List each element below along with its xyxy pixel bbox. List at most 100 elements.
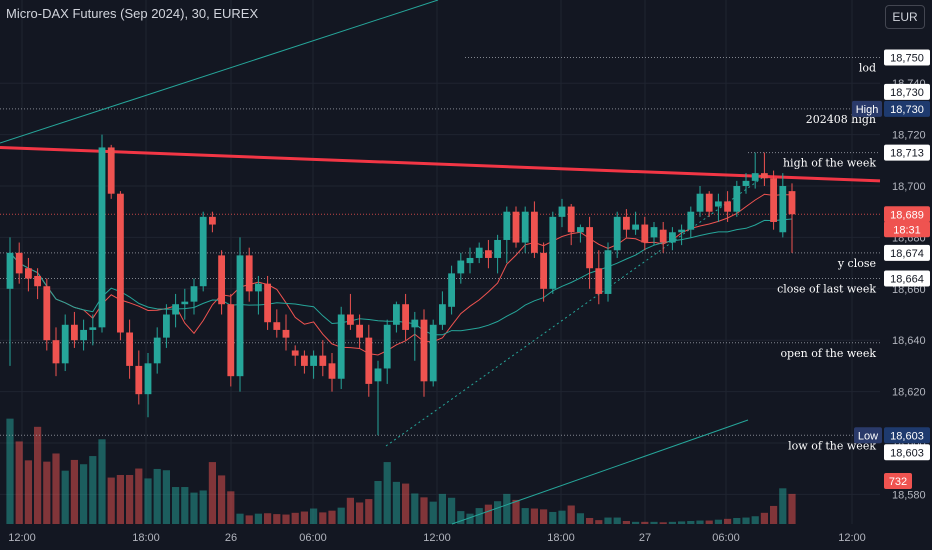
volume-bar bbox=[300, 511, 308, 524]
volume-bar bbox=[760, 512, 768, 524]
time-tick-label: 06:00 bbox=[712, 532, 740, 544]
volume-bar bbox=[172, 487, 180, 524]
candle-body bbox=[466, 257, 474, 264]
volume-bar bbox=[622, 520, 630, 524]
candle-body bbox=[770, 178, 777, 222]
candle bbox=[475, 242, 483, 264]
high-tag-bg bbox=[852, 100, 882, 117]
candle bbox=[6, 237, 14, 366]
volume-bar bbox=[696, 520, 704, 524]
candle bbox=[172, 293, 179, 328]
candle bbox=[227, 293, 235, 387]
candle-body bbox=[788, 191, 796, 215]
level-price-badge-bg bbox=[884, 144, 930, 161]
candle-body bbox=[613, 216, 621, 251]
last-price-badge: 18,689 bbox=[890, 209, 924, 221]
candle bbox=[613, 211, 621, 258]
level-label: open of the week bbox=[780, 347, 876, 360]
candle-body bbox=[172, 304, 179, 315]
candle bbox=[549, 211, 557, 294]
volume-bar bbox=[116, 474, 124, 524]
candle bbox=[687, 206, 695, 238]
volume-bar bbox=[512, 499, 520, 524]
candle bbox=[301, 350, 308, 374]
candle bbox=[678, 224, 685, 246]
volume-bars bbox=[6, 418, 796, 524]
candle bbox=[632, 211, 639, 235]
candle bbox=[347, 293, 354, 330]
volume-bar bbox=[126, 474, 134, 524]
volume-last-badge-bg bbox=[884, 473, 912, 489]
time-tick-label: 27 bbox=[639, 532, 651, 544]
candle bbox=[34, 268, 41, 300]
candle-body bbox=[411, 319, 419, 328]
candle-body bbox=[705, 193, 713, 212]
volume-bar bbox=[779, 488, 787, 524]
candle-body bbox=[291, 350, 299, 356]
ma-fast-line bbox=[9, 193, 793, 356]
volume-bar bbox=[34, 426, 42, 524]
candle bbox=[724, 191, 731, 222]
candle bbox=[245, 247, 253, 302]
candle bbox=[466, 247, 474, 274]
candle-body bbox=[448, 273, 455, 307]
candle-body bbox=[227, 304, 235, 377]
level-label: low of the week bbox=[788, 439, 876, 452]
volume-bar bbox=[632, 521, 640, 524]
volume-bar bbox=[705, 520, 713, 524]
candle-body bbox=[34, 275, 41, 287]
volume-bar bbox=[613, 517, 621, 524]
volume-bar bbox=[540, 509, 548, 524]
volume-bar bbox=[273, 514, 281, 524]
volume-bar bbox=[668, 521, 676, 524]
candle bbox=[531, 201, 538, 258]
volume-bar bbox=[310, 508, 318, 524]
volume-bar bbox=[383, 462, 391, 524]
low-tag-bg bbox=[854, 427, 882, 444]
time-tick-label: 18:00 bbox=[132, 532, 160, 544]
trend-lines bbox=[0, 0, 881, 525]
candle-body bbox=[52, 340, 60, 364]
candle bbox=[604, 242, 612, 302]
candle-body bbox=[549, 216, 557, 289]
volume-bar bbox=[98, 439, 106, 524]
candle bbox=[439, 291, 446, 330]
currency-button[interactable]: EUR bbox=[885, 5, 925, 29]
candle bbox=[98, 134, 106, 333]
volume-bar bbox=[576, 513, 584, 524]
candle bbox=[705, 191, 713, 217]
volume-bar bbox=[6, 418, 14, 524]
lower-green-trendline bbox=[451, 419, 749, 525]
candle bbox=[696, 186, 704, 217]
candle-body bbox=[715, 201, 722, 207]
candle-body bbox=[328, 363, 336, 379]
candle bbox=[383, 319, 391, 384]
candle-body bbox=[144, 363, 152, 395]
volume-bar bbox=[236, 513, 244, 524]
volume-bar bbox=[466, 513, 474, 524]
moving-averages bbox=[9, 193, 793, 356]
volume-bar bbox=[586, 517, 594, 524]
level-price-badge: 18,674 bbox=[890, 248, 924, 260]
candle bbox=[715, 193, 722, 222]
candle bbox=[52, 327, 60, 377]
candle-body bbox=[503, 211, 511, 240]
candle-body bbox=[337, 314, 345, 379]
upper-green-trendline bbox=[0, 0, 439, 144]
candle-body bbox=[742, 180, 750, 186]
volume-bar bbox=[365, 499, 373, 524]
candle-body bbox=[402, 304, 409, 330]
volume-bar bbox=[80, 464, 88, 524]
candle-body bbox=[319, 355, 327, 366]
candle-body bbox=[439, 304, 446, 325]
volume-bar bbox=[208, 462, 216, 524]
candle bbox=[15, 242, 23, 284]
volume-bar bbox=[264, 513, 272, 524]
candle bbox=[494, 234, 501, 274]
candle bbox=[89, 314, 97, 346]
candle-body bbox=[365, 337, 373, 384]
candle bbox=[126, 319, 133, 379]
price-tick-label: 18,660 bbox=[892, 284, 926, 296]
candle-body bbox=[374, 368, 382, 382]
